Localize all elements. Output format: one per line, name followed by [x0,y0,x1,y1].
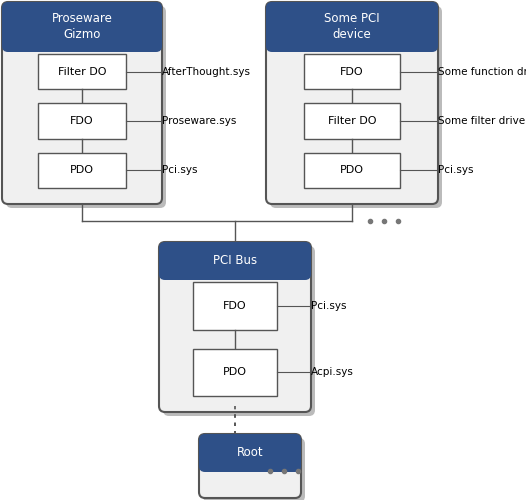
Text: FDO: FDO [223,300,247,310]
Bar [193,348,277,396]
FancyBboxPatch shape [159,242,311,412]
Text: PCI Bus: PCI Bus [213,254,257,268]
Text: FDO: FDO [340,66,364,76]
Text: Pci.sys: Pci.sys [311,300,347,310]
Text: Pci.sys: Pci.sys [162,166,197,175]
FancyBboxPatch shape [2,2,162,204]
FancyBboxPatch shape [266,2,438,204]
FancyBboxPatch shape [6,6,166,208]
Text: Some PCI
device: Some PCI device [324,12,380,42]
Text: AfterThought.sys: AfterThought.sys [162,66,251,76]
Bar [272,27,432,46]
Bar [165,261,305,274]
Text: PDO: PDO [340,166,364,175]
Bar [304,54,400,90]
Text: Root: Root [237,446,264,460]
Text: Proseware.sys: Proseware.sys [162,116,236,126]
Text: Pci.sys: Pci.sys [438,166,473,175]
FancyBboxPatch shape [163,246,315,416]
FancyBboxPatch shape [270,6,442,208]
Bar [205,453,295,466]
FancyBboxPatch shape [266,2,438,52]
Bar [304,152,400,188]
Text: Proseware
Gizmo: Proseware Gizmo [52,12,113,42]
Bar [304,104,400,138]
Bar [37,54,126,90]
Text: Some filter driver: Some filter driver [438,116,526,126]
FancyBboxPatch shape [199,434,301,498]
FancyBboxPatch shape [2,2,162,52]
Bar [37,104,126,138]
Text: Some function driver: Some function driver [438,66,526,76]
Text: PDO: PDO [223,367,247,377]
Text: FDO: FDO [70,116,94,126]
Text: Filter DO: Filter DO [328,116,376,126]
Text: Acpi.sys: Acpi.sys [311,367,354,377]
FancyBboxPatch shape [203,438,305,500]
Bar [8,27,156,46]
Bar [37,152,126,188]
FancyBboxPatch shape [159,242,311,280]
FancyBboxPatch shape [199,434,301,472]
Text: Filter DO: Filter DO [58,66,106,76]
Bar [193,282,277,330]
Text: PDO: PDO [70,166,94,175]
